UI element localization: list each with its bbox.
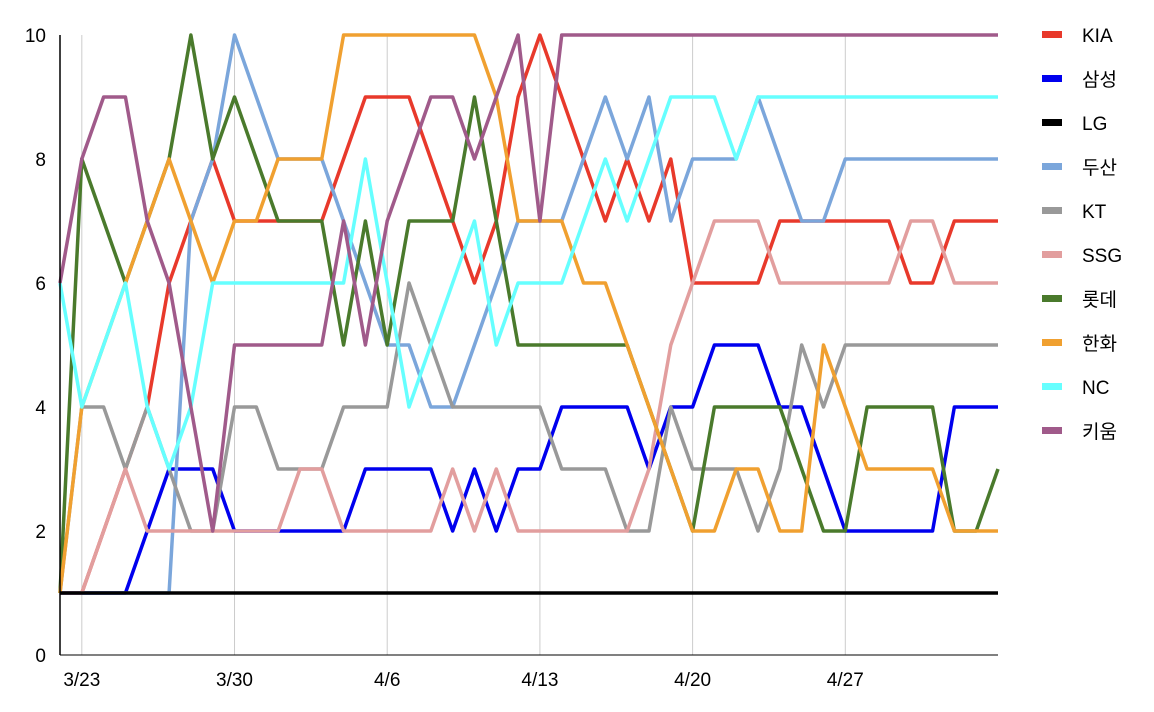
x-tick-label: 3/30	[216, 670, 253, 691]
y-tick-labels: 0 2 4 6 8 10	[25, 26, 47, 667]
y-tick-label: 2	[35, 522, 46, 543]
y-tick-label: 0	[35, 646, 46, 667]
legend-swatch	[1042, 427, 1062, 434]
x-tick-label: 3/23	[63, 670, 100, 691]
legend-swatch	[1042, 251, 1062, 258]
x-tick-label: 4/13	[521, 670, 558, 691]
y-tick-label: 8	[35, 150, 46, 171]
series-line-0	[60, 33, 998, 595]
legend-swatch	[1042, 163, 1062, 170]
legend-label: LG	[1082, 114, 1107, 135]
legend-swatch	[1042, 119, 1062, 126]
legend-label: NC	[1082, 378, 1109, 399]
x-tick-label: 4/27	[827, 670, 864, 691]
legend-swatch	[1042, 75, 1062, 82]
legend-label: 키움	[1082, 421, 1117, 443]
axes	[59, 35, 998, 656]
legend-label: SSG	[1082, 246, 1122, 267]
legend-swatch	[1042, 31, 1062, 38]
x-tick-label: 4/6	[374, 670, 400, 691]
legend-label: KT	[1082, 202, 1107, 223]
x-tick-labels: 3/23 3/30 4/6 4/13 4/20 4/27	[63, 670, 863, 691]
series-line-8	[58, 95, 998, 471]
legend-swatch	[1042, 339, 1062, 346]
y-tick-label: 4	[35, 398, 46, 419]
series-line-7	[58, 33, 998, 594]
legend-label: KIA	[1082, 26, 1113, 47]
legend-label: 두산	[1082, 157, 1117, 179]
x-tick-label: 4/20	[674, 670, 711, 691]
y-tick-label: 6	[35, 274, 46, 295]
legend-swatch	[1042, 295, 1062, 302]
series-line-9	[58, 33, 998, 533]
legend-label: 롯데	[1082, 289, 1117, 311]
series-line-5	[60, 219, 998, 595]
legend-label: 한화	[1082, 333, 1117, 355]
series-lines	[58, 33, 1000, 595]
legend-swatch	[1042, 207, 1062, 214]
legend-swatch	[1042, 383, 1062, 390]
legend-label: 삼성	[1082, 69, 1117, 91]
y-tick-label: 10	[25, 26, 46, 47]
series-line-6	[58, 33, 1000, 594]
series-line-1	[60, 343, 998, 595]
